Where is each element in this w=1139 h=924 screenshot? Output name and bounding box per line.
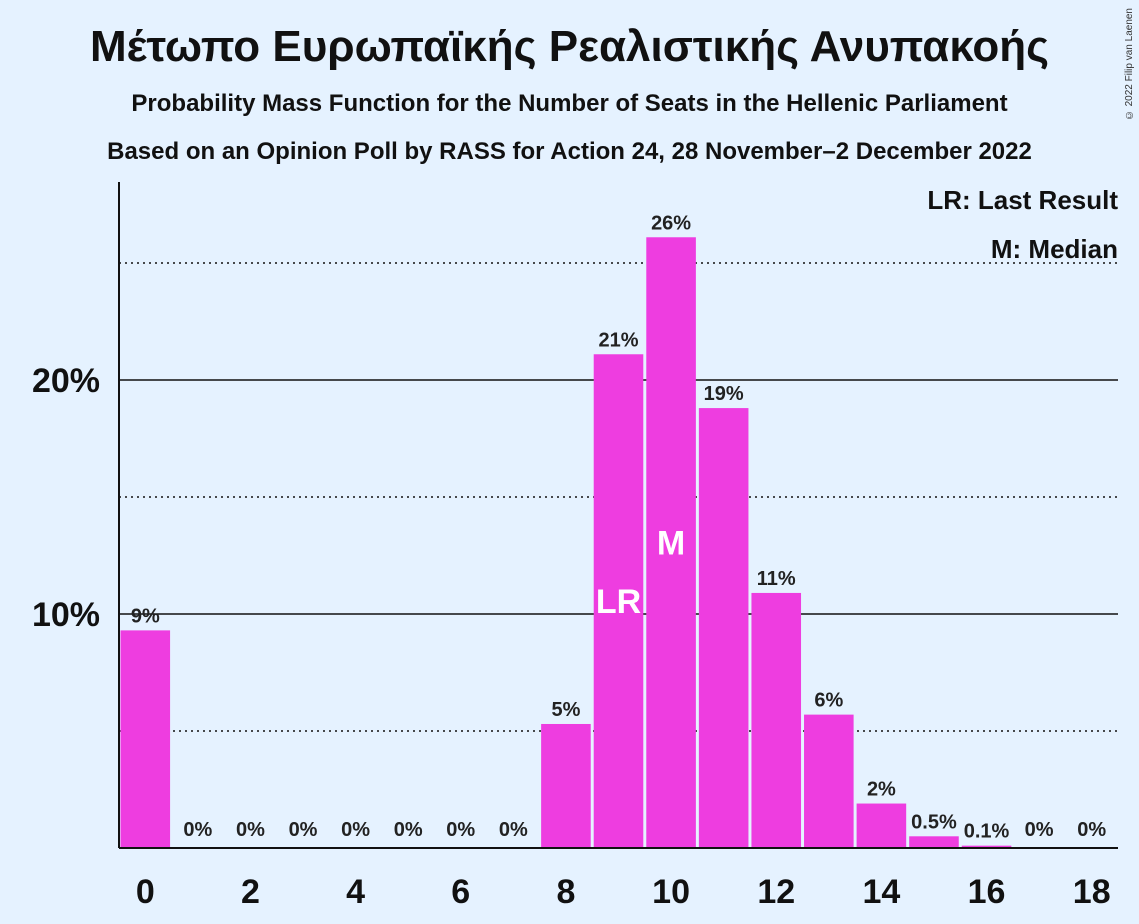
data-label: 0% [289,819,318,841]
bar-seats-16 [961,845,1012,848]
chart-source-line: Based on an Opinion Poll by RASS for Act… [107,138,1032,165]
x-tick-label: 2 [241,873,260,911]
marker-m: M [657,525,685,563]
data-label: 0% [1077,819,1106,841]
bar-seats-0 [120,630,171,848]
x-tick-label: 4 [346,873,365,911]
bar-seats-15 [909,836,959,848]
data-label: 0.5% [911,811,957,833]
legend-median: M: Median [991,234,1118,264]
data-label: 0% [446,819,475,841]
data-label: 0% [183,819,212,841]
data-label: 9% [131,605,160,627]
data-label: 0.1% [964,821,1010,843]
x-tick-label: 14 [862,873,900,911]
bar-seats-11 [698,408,749,848]
data-label: 5% [551,699,580,721]
x-tick-label: 18 [1073,873,1111,911]
bar-seats-9 [593,354,644,848]
y-tick-label: 20% [32,362,100,400]
x-tick-label: 8 [556,873,575,911]
data-label: 26% [651,212,691,234]
x-tick-label: 0 [136,873,155,911]
bar-seats-14 [856,803,907,848]
y-tick-label: 10% [32,596,100,634]
bar-seats-8 [541,723,591,848]
chart-title: Μέτωπο Ευρωπαϊκής Ρεαλιστικής Ανυπακοής [89,22,1050,71]
x-tick-label: 12 [757,873,795,911]
marker-lr: LR [596,583,641,621]
data-label: 2% [867,779,896,801]
data-label: 19% [704,383,744,405]
data-label: 6% [814,690,843,712]
data-label: 0% [236,819,265,841]
chart-subtitle: Probability Mass Function for the Number… [131,90,1008,117]
data-label: 0% [394,819,423,841]
bar-seats-13 [804,714,854,848]
legend-last-result: LR: Last Result [927,185,1118,215]
data-label: 21% [598,329,638,351]
x-tick-label: 6 [451,873,470,911]
data-label: 0% [499,819,528,841]
x-tick-label: 16 [968,873,1006,911]
bar-seats-10 [646,237,696,848]
data-label: 0% [1025,819,1054,841]
x-tick-label: 10 [652,873,690,911]
bar-seats-12 [751,592,802,848]
data-label: 11% [757,568,796,590]
data-label: 0% [341,819,370,841]
